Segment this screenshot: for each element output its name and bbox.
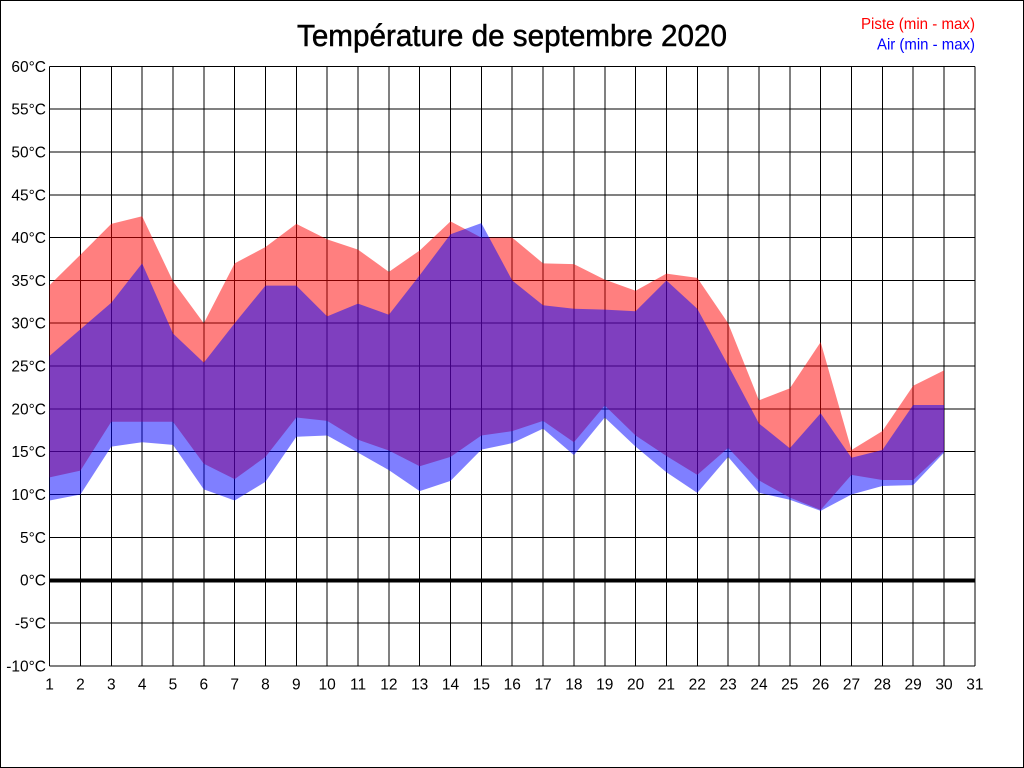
svg-text:25°C: 25°C	[11, 359, 46, 376]
svg-text:22: 22	[689, 677, 706, 694]
svg-text:40°C: 40°C	[11, 230, 46, 247]
svg-text:24: 24	[750, 677, 768, 694]
svg-text:3: 3	[107, 677, 116, 694]
svg-text:12: 12	[380, 677, 397, 694]
svg-text:35°C: 35°C	[11, 273, 46, 290]
svg-text:16: 16	[504, 677, 521, 694]
svg-text:55°C: 55°C	[11, 102, 46, 119]
svg-text:13: 13	[411, 677, 428, 694]
svg-text:60°C: 60°C	[11, 59, 46, 76]
svg-text:-5°C: -5°C	[15, 615, 46, 632]
svg-text:20: 20	[627, 677, 645, 694]
svg-text:17: 17	[534, 677, 551, 694]
svg-text:1: 1	[45, 677, 54, 694]
svg-text:26: 26	[812, 677, 829, 694]
svg-text:23: 23	[719, 677, 736, 694]
svg-text:5°C: 5°C	[20, 530, 46, 547]
svg-text:Air (min - max): Air (min - max)	[877, 37, 975, 54]
svg-text:Piste (min - max): Piste (min - max)	[861, 16, 975, 33]
svg-text:5: 5	[169, 677, 178, 694]
svg-text:29: 29	[905, 677, 922, 694]
svg-text:14: 14	[442, 677, 460, 694]
svg-text:25: 25	[781, 677, 798, 694]
svg-text:10°C: 10°C	[11, 487, 46, 504]
svg-text:20°C: 20°C	[11, 401, 46, 418]
svg-text:27: 27	[843, 677, 860, 694]
svg-text:4: 4	[138, 677, 147, 694]
svg-text:7: 7	[230, 677, 239, 694]
svg-text:2: 2	[76, 677, 85, 694]
svg-text:15°C: 15°C	[11, 444, 46, 461]
svg-text:8: 8	[261, 677, 270, 694]
svg-text:6: 6	[199, 677, 208, 694]
svg-text:50°C: 50°C	[11, 144, 46, 161]
svg-text:9: 9	[292, 677, 301, 694]
svg-text:15: 15	[473, 677, 490, 694]
svg-text:11: 11	[350, 677, 366, 694]
svg-text:21: 21	[658, 677, 675, 694]
svg-text:31: 31	[966, 677, 983, 694]
svg-text:-10°C: -10°C	[6, 658, 46, 675]
svg-text:0°C: 0°C	[20, 573, 46, 590]
svg-text:Température de septembre 2020: Température de septembre 2020	[297, 18, 727, 53]
svg-text:28: 28	[874, 677, 891, 694]
svg-text:30°C: 30°C	[11, 316, 46, 333]
svg-text:19: 19	[596, 677, 613, 694]
svg-text:45°C: 45°C	[11, 187, 46, 204]
svg-text:10: 10	[319, 677, 337, 694]
svg-text:18: 18	[565, 677, 582, 694]
svg-text:30: 30	[935, 677, 953, 694]
